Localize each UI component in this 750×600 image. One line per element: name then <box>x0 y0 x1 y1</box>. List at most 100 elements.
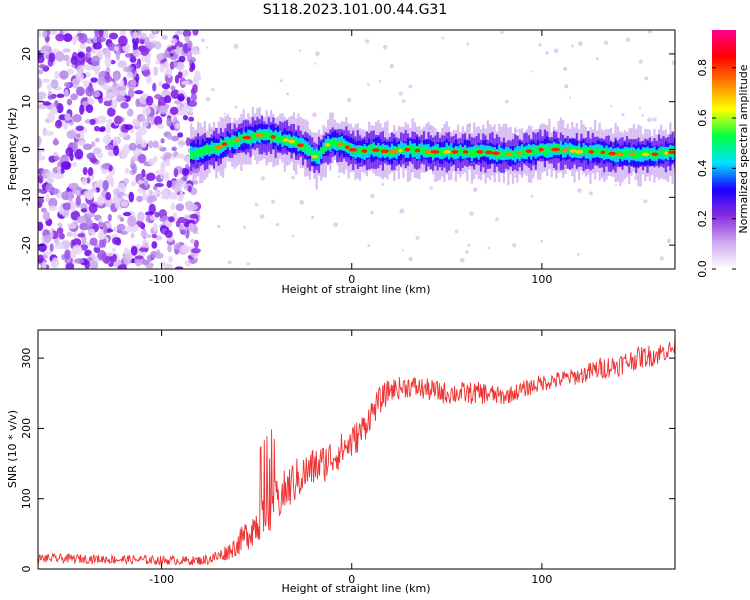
heatmap-noise-cell <box>504 99 509 104</box>
heatmap-ridge-cell <box>228 137 232 146</box>
heatmap-noise-cell <box>74 189 81 196</box>
heatmap-noise-cell <box>299 200 304 205</box>
heatmap-ridge-cell <box>482 149 485 156</box>
heatmap-noise-cell <box>88 228 96 235</box>
heatmap-noise-cell <box>90 55 100 66</box>
heatmap-ridge-cell <box>349 143 353 152</box>
heatmap-ridge-cell <box>240 134 243 141</box>
heatmap-ridge-cell <box>587 147 590 156</box>
heatmap-noise-cell <box>189 239 196 244</box>
heatmap-peak-cell <box>462 150 469 154</box>
heatmap-noise-cell <box>83 64 94 71</box>
heatmap-noise-cell <box>641 113 644 117</box>
heatmap-noise-cell <box>313 62 316 65</box>
heatmap-noise-cell <box>140 229 148 238</box>
heatmap-ridge-cell <box>263 131 266 140</box>
heatmap-noise-cell <box>189 213 199 219</box>
heatmap-ridge-cell <box>584 147 588 154</box>
heatmap-noise-cell <box>68 182 79 190</box>
heatmap-noise-cell <box>260 176 265 181</box>
heatmap-peak-cell <box>551 147 560 152</box>
heatmap-noise-cell <box>38 95 43 104</box>
heatmap-noise-cell <box>42 78 51 84</box>
heatmap-noise-cell <box>144 180 149 187</box>
heatmap-noise-cell <box>90 157 98 164</box>
heatmap-ridge-cell <box>457 149 460 156</box>
heatmap-peak-cell <box>380 149 389 154</box>
heatmap-noise-cell <box>146 172 156 182</box>
heatmap-noise-cell <box>160 194 171 200</box>
heatmap-peak-cell <box>492 151 500 156</box>
heatmap-peak-cell <box>569 149 577 153</box>
heatmap-noise-cell <box>160 161 167 168</box>
heatmap-noise-cell <box>246 262 251 266</box>
heatmap-noise-cell <box>119 217 125 222</box>
heatmap-noise-cell <box>181 80 190 86</box>
heatmap-noise-cell <box>130 180 137 187</box>
heatmap-noise-cell <box>38 53 45 64</box>
heatmap-noise-cell <box>72 113 82 123</box>
heatmap-noise-cell <box>97 49 104 58</box>
heatmap-noise-cell <box>182 114 189 121</box>
heatmap-noise-cell <box>184 35 190 43</box>
heatmap-noise-cell <box>469 211 474 216</box>
heatmap-ridge-cell <box>623 149 626 158</box>
heatmap-noise-cell <box>139 32 147 40</box>
heatmap-noise-cell <box>96 115 107 124</box>
heatmap-noise-cell <box>104 56 112 68</box>
heatmap-ridge-cell <box>657 149 661 157</box>
heatmap-noise-cell <box>79 43 86 50</box>
heatmap-noise-cell <box>564 84 569 89</box>
heatmap-noise-cell <box>370 210 374 215</box>
heatmap-noise-cell <box>291 175 295 180</box>
heatmap-noise-cell <box>56 166 62 176</box>
heatmap-noise-cell <box>72 161 78 167</box>
heatmap-ridge-cell <box>486 146 489 155</box>
heatmap-noise-cell <box>63 33 73 43</box>
heatmap-noise-cell <box>170 202 176 211</box>
heatmap-noise-cell <box>112 137 119 148</box>
heatmap-noise-cell <box>216 224 221 229</box>
heatmap-noise-cell <box>107 150 115 157</box>
heatmap-noise-cell <box>181 69 189 77</box>
heatmap-noise-cell <box>114 115 123 125</box>
heatmap-peak-cell <box>430 150 440 154</box>
heatmap-noise-cell <box>154 182 164 188</box>
colorbar-label: Normalized spectral amplitude <box>737 64 750 233</box>
heatmap-noise-cell <box>163 61 169 70</box>
heatmap-peak-cell <box>615 152 624 157</box>
heatmap-noise-cell <box>177 61 184 71</box>
heatmap-noise-cell <box>109 256 117 263</box>
heatmap-noise-cell <box>53 137 58 146</box>
heatmap-noise-cell <box>180 106 188 115</box>
heatmap-peak-cell <box>476 150 484 154</box>
y-tick-label: -20 <box>20 236 33 254</box>
heatmap-noise-cell <box>72 140 78 152</box>
heatmap-noise-cell <box>47 95 57 100</box>
heatmap-noise-cell <box>671 60 675 66</box>
heatmap-noise-cell <box>459 257 465 263</box>
heatmap-peak-cell <box>325 143 331 147</box>
heatmap-noise-cell <box>366 83 370 86</box>
heatmap-noise-cell <box>173 242 182 250</box>
heatmap-noise-cell <box>64 88 69 98</box>
heatmap-noise-cell <box>38 77 43 89</box>
heatmap-noise-cell <box>145 56 151 67</box>
heatmap-peak-cell <box>525 149 533 153</box>
heatmap-ridge-cell <box>409 143 412 153</box>
heatmap-noise-cell <box>333 222 339 228</box>
heatmap-ridge-cell <box>308 149 311 157</box>
heatmap-ridge-cell <box>194 148 197 157</box>
heatmap-noise-cell <box>175 203 185 212</box>
heatmap-noise-cell <box>48 52 56 63</box>
heatmap-noise-cell <box>487 246 490 250</box>
heatmap-noise-cell <box>67 222 77 229</box>
figure-title: S118.2023.101.00.44.G31 <box>263 2 448 18</box>
heatmap-noise-cell <box>129 79 137 87</box>
heatmap-noise-cell <box>86 257 93 262</box>
heatmap-noise-cell <box>41 261 47 269</box>
heatmap-noise-cell <box>168 255 173 263</box>
snr-y-ticks: 0 100 200 300 <box>20 348 675 573</box>
heatmap-noise-cell <box>116 86 127 91</box>
heatmap-noise-cell <box>46 83 52 90</box>
